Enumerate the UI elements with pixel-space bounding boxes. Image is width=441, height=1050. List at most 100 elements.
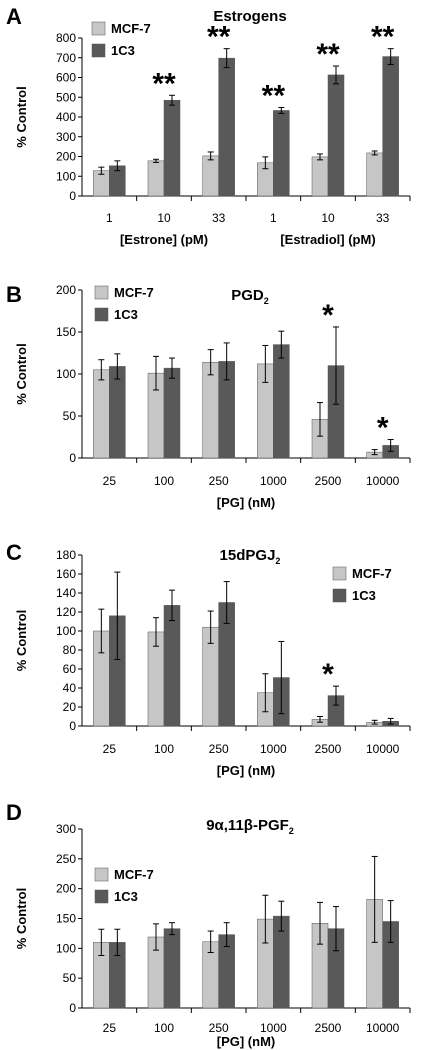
legend-label: MCF-7 [111,21,151,36]
legend: MCF-7 1C3 [94,867,154,904]
y-tick-label: 100 [56,941,76,955]
significance-marker: ** [371,21,395,54]
bar-1c3 [218,57,235,197]
x-axis-label: [PG] (nM) [217,763,275,778]
legend-label: 1C3 [111,43,135,58]
y-tick-label: 50 [63,971,77,985]
y-tick-label: 200 [56,882,76,896]
legend-label: 1C3 [352,588,376,603]
chart-title-subscript: 2 [289,826,294,836]
x-tick-label: 250 [209,1021,229,1035]
x-tick-label: 10000 [366,742,400,756]
y-tick-label: 0 [69,1001,76,1015]
y-tick-label: 60 [63,662,77,676]
y-tick-label: 200 [56,283,76,297]
y-axis-label: % Control [14,343,29,404]
x-tick-label: 2500 [315,742,342,756]
legend-label: MCF-7 [114,867,154,882]
legend-swatch-mcf-7 [94,867,109,882]
x-tick-label: 10000 [366,474,400,488]
y-tick-label: 150 [56,912,76,926]
significance-marker: * [322,299,334,332]
y-tick-label: 800 [56,31,76,45]
y-tick-label: 120 [56,605,76,619]
y-tick-label: 160 [56,567,76,581]
y-tick-label: 50 [63,409,77,423]
y-tick-label: 400 [56,110,76,124]
y-tick-label: 0 [69,719,76,733]
legend-label: 1C3 [114,889,138,904]
y-tick-label: 700 [56,51,76,65]
legend: MCF-7 1C3 [332,566,392,603]
x-tick-label: 1000 [260,474,287,488]
bar-1c3 [273,344,290,459]
x-axis-label: [PG] (nM) [217,1034,275,1049]
x-tick-label: 10000 [366,1021,400,1035]
legend: MCF-7 1C3 [91,21,151,58]
significance-marker: ** [207,21,231,54]
x-tick-label: 25 [103,474,117,488]
significance-marker: ** [316,38,340,71]
significance-marker: * [322,658,334,691]
legend-swatch-mcf-7 [91,21,106,36]
x-tick-label: 1 [270,211,277,225]
legend: MCF-7 1C3 [94,285,154,322]
panel-letter: A [6,4,22,29]
x-tick-label: 1000 [260,1021,287,1035]
bar-mcf-7 [147,160,165,197]
bar-1c3 [163,928,181,1009]
x-tick-label: 100 [154,742,174,756]
chart-title: 15dPGJ2 [220,547,281,566]
bar-mcf-7 [202,361,219,459]
y-tick-label: 600 [56,71,76,85]
y-tick-label: 300 [56,822,76,836]
legend-label: MCF-7 [114,285,154,300]
legend-swatch-1c3 [94,307,109,322]
y-tick-label: 0 [69,189,76,203]
legend-swatch-1c3 [332,588,347,603]
chart-title: PGD2 [231,287,269,306]
x-tick-label: 10 [321,211,335,225]
chart-title: 9α,11β-PGF2 [206,817,294,836]
x-axis-group-label: [Estrone] (pM) [120,232,208,247]
significance-marker: ** [152,67,176,100]
legend-swatch-1c3 [91,43,106,58]
bar-1c3 [163,99,181,197]
y-axis-label: % Control [14,888,29,949]
bar-1c3 [327,74,345,197]
x-tick-label: 33 [212,211,226,225]
significance-marker: ** [262,80,286,113]
legend-label: 1C3 [114,307,138,322]
x-tick-label: 100 [154,474,174,488]
y-tick-label: 200 [56,150,76,164]
legend-swatch-mcf-7 [332,566,347,581]
x-tick-label: 33 [376,211,390,225]
panel-letter: D [6,800,22,825]
x-tick-label: 25 [103,1021,117,1035]
panel-letter: C [6,540,22,565]
y-tick-label: 250 [56,852,76,866]
chart-title: Estrogens [213,8,286,25]
x-axis-group-label: [Estradiol] (pM) [280,232,375,247]
x-tick-label: 2500 [315,1021,342,1035]
y-axis-label: % Control [14,610,29,671]
chart-panel-b: B PGD2 0 50 100 150 200 % Control 25 100 250 1000 25… [6,282,411,510]
y-tick-label: 150 [56,325,76,339]
x-tick-label: 1 [106,211,113,225]
legend-label: MCF-7 [352,566,392,581]
bar-mcf-7 [311,156,329,197]
y-tick-label: 300 [56,130,76,144]
bar-1c3 [382,56,399,197]
bar-1c3 [109,366,126,459]
bar-1c3 [163,605,181,727]
x-tick-label: 250 [209,742,229,756]
x-tick-label: 10 [157,211,171,225]
bar-mcf-7 [366,152,383,197]
bar-mcf-7 [202,155,219,197]
x-axis-label: [PG] (nM) [217,495,275,510]
significance-marker: * [377,412,389,445]
chart-title-text: 15dPGJ [220,547,276,564]
chart-title-subscript: 2 [264,296,269,306]
